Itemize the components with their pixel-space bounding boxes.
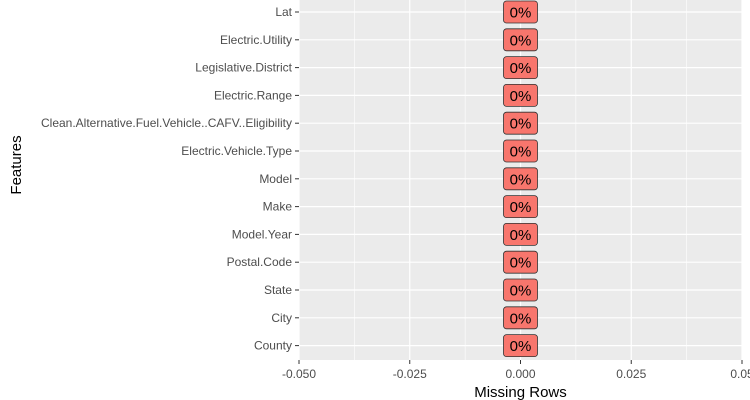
y-tick-label: Electric.Utility	[220, 33, 292, 47]
data-label: 0%	[510, 32, 532, 49]
y-tick-label: Postal.Code	[227, 255, 293, 269]
data-label: 0%	[510, 199, 532, 216]
data-label: 0%	[510, 116, 532, 133]
y-tick-label: State	[264, 283, 292, 297]
x-tick-label: 0.000	[505, 367, 535, 381]
data-label: 0%	[510, 283, 532, 300]
x-tick-label: 0.025	[616, 367, 646, 381]
y-tick-label: Legislative.District	[195, 61, 292, 75]
data-label-box	[503, 0, 538, 24]
data-label: 0%	[510, 310, 532, 327]
data-label-box	[503, 111, 538, 135]
data-label-box	[503, 28, 538, 52]
y-tick-label: Clean.Alternative.Fuel.Vehicle..CAFV..El…	[41, 116, 292, 130]
data-label-box	[503, 84, 538, 107]
data-label: 0%	[510, 338, 532, 355]
x-tick-label: 0.05	[730, 367, 750, 381]
data-label: 0%	[510, 171, 532, 188]
y-axis-title: Features	[8, 135, 25, 194]
x-axis: -0.050 -0.025 0.000 0.025 0.05	[282, 360, 750, 381]
y-tick-label: Electric.Range	[214, 88, 292, 102]
x-tick-label: -0.025	[393, 367, 427, 381]
data-label-box	[503, 167, 538, 191]
data-label-box	[503, 195, 538, 219]
data-label-box	[503, 334, 538, 358]
x-axis-title: Missing Rows	[474, 384, 567, 400]
y-axis: Lat Electric.Utility Legislative.District E…	[41, 5, 299, 353]
data-label-box	[503, 278, 538, 302]
y-tick-label: Lat	[275, 5, 292, 19]
data-label-box	[503, 306, 538, 330]
y-tick-label: Electric.Vehicle.Type	[181, 144, 292, 158]
y-tick-label: City	[271, 311, 292, 325]
data-label: 0%	[510, 227, 532, 244]
data-label: 0%	[510, 60, 532, 77]
data-labels: 0% 0% 0% 0% 0% 0% 0% 0% 0% 0% 0% 0% 0%	[503, 0, 538, 358]
data-label-box	[503, 56, 538, 79]
data-label: 0%	[510, 5, 532, 22]
data-label-box	[503, 139, 538, 163]
y-tick-label: Model.Year	[232, 227, 292, 241]
data-label: 0%	[510, 88, 532, 105]
data-label: 0%	[510, 255, 532, 272]
data-label: 0%	[510, 144, 532, 161]
data-label-box	[503, 250, 538, 274]
y-tick-label: County	[254, 339, 292, 353]
y-tick-label: Make	[263, 200, 293, 214]
x-tick-label: -0.050	[282, 367, 316, 381]
y-tick-label: Model	[259, 172, 292, 186]
data-label-box	[503, 222, 538, 246]
